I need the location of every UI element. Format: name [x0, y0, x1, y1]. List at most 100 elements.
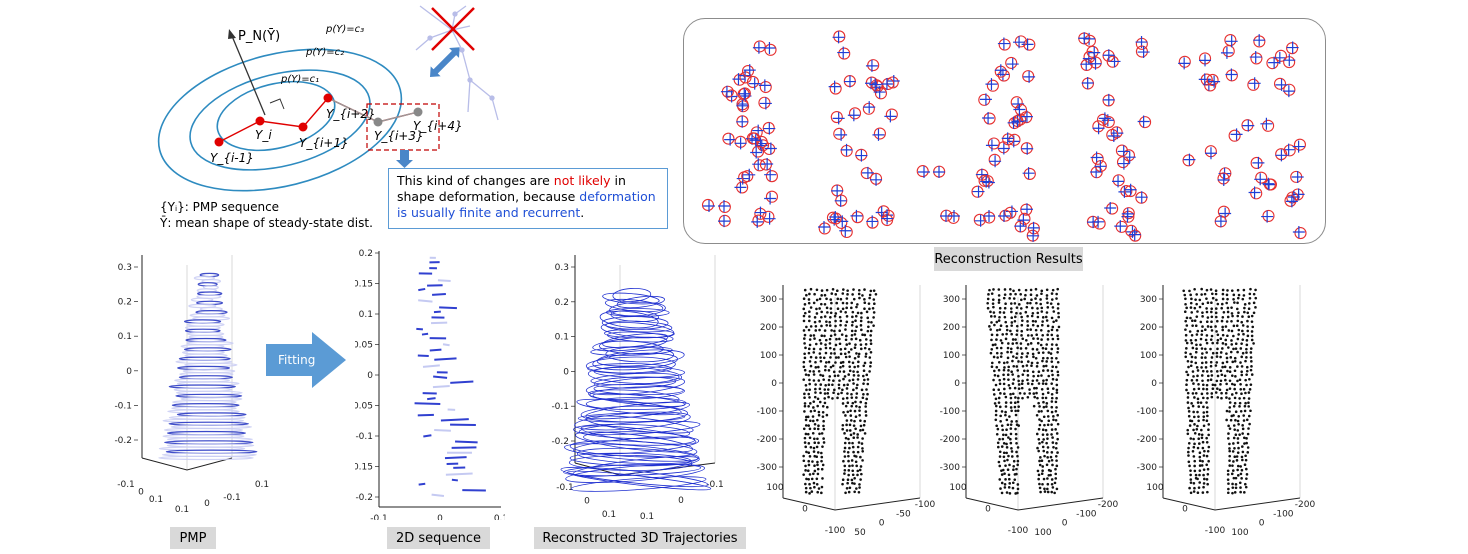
- body-point: [1035, 386, 1038, 390]
- ground-truth-marker: [1017, 214, 1030, 227]
- body-point: [1225, 352, 1228, 355]
- legend-mean-shape: Ȳ: mean shape of steady-state dist.: [160, 216, 373, 230]
- reconstructed-point: [1284, 194, 1297, 207]
- body-point: [841, 397, 845, 400]
- body-point: [1041, 382, 1045, 385]
- body-point: [1043, 423, 1046, 427]
- body-point: [802, 329, 806, 332]
- body-point: [807, 442, 811, 445]
- body-point: [825, 306, 829, 310]
- body-point: [829, 352, 833, 355]
- body-point: [852, 436, 856, 440]
- body-point: [1050, 478, 1054, 481]
- body-point: [807, 424, 810, 427]
- body-point: [815, 288, 819, 292]
- body-point: [1044, 347, 1048, 351]
- ground-truth-marker: [1292, 140, 1305, 153]
- body-point: [1007, 365, 1011, 369]
- body-point: [843, 468, 847, 472]
- ground-truth-marker: [1090, 151, 1103, 164]
- body-point: [813, 464, 816, 468]
- body-point: [1015, 365, 1019, 368]
- body-point: [858, 409, 861, 412]
- ground-truth-marker: [979, 93, 992, 106]
- body-point: [1239, 409, 1243, 413]
- body-point: [1010, 447, 1013, 450]
- body-point: [811, 415, 815, 418]
- body-point: [808, 382, 811, 386]
- body-point: [844, 324, 847, 327]
- body-point: [1057, 325, 1061, 329]
- body-point: [1233, 387, 1236, 391]
- body-point: [859, 343, 863, 346]
- body-point: [1012, 364, 1016, 368]
- tick-label: -200: [1098, 500, 1119, 510]
- body-point: [1011, 486, 1015, 490]
- body-point: [1037, 351, 1041, 355]
- body-point: [1011, 481, 1015, 485]
- body-point: [1051, 365, 1054, 368]
- ground-truth-marker: [1204, 147, 1217, 160]
- body-point: [842, 410, 845, 414]
- body-point: [852, 424, 856, 427]
- body-point: [990, 333, 994, 337]
- body-point: [803, 311, 807, 315]
- body-point: [1236, 365, 1239, 368]
- body-point: [1237, 422, 1240, 426]
- body-point: [1046, 482, 1050, 486]
- body-point: [839, 365, 842, 369]
- body-point: [1056, 437, 1059, 441]
- body-point: [1190, 333, 1194, 337]
- body-point: [1017, 405, 1020, 408]
- body-point: [1047, 459, 1051, 463]
- body-point: [1051, 387, 1055, 390]
- body-point: [1230, 306, 1233, 309]
- body-point: [846, 401, 850, 405]
- body-point: [1041, 316, 1045, 319]
- body-point: [1054, 446, 1058, 450]
- body-point: [804, 346, 807, 350]
- body-point: [1054, 409, 1058, 413]
- ground-truth-marker: [725, 90, 738, 103]
- body-point: [1002, 455, 1006, 459]
- body-point: [1019, 312, 1022, 315]
- body-point: [1225, 360, 1229, 364]
- tick-label: -300: [757, 463, 778, 473]
- body-point: [1194, 324, 1198, 328]
- body-point: [1009, 406, 1013, 409]
- body-point: [1238, 433, 1241, 436]
- body-point: [1213, 383, 1217, 387]
- body-point: [814, 391, 817, 394]
- body-point: [865, 397, 869, 401]
- body-point: [1186, 373, 1190, 377]
- body-point: [1190, 311, 1194, 314]
- body-point: [820, 302, 823, 306]
- body-point: [1042, 438, 1045, 441]
- body-point: [841, 388, 844, 392]
- ground-truth-marker: [861, 166, 874, 179]
- body-point: [1225, 301, 1228, 305]
- body-point: [823, 388, 827, 391]
- ground-truth-marker: [1126, 225, 1139, 238]
- body-point: [996, 441, 1000, 445]
- body-point: [1008, 463, 1011, 467]
- body-point: [1188, 464, 1191, 468]
- body-point: [997, 388, 1001, 392]
- body-point: [1243, 442, 1246, 445]
- body-point: [1210, 320, 1213, 324]
- reconstructed-point: [758, 96, 771, 109]
- body-point: [1201, 379, 1204, 383]
- body-point: [1035, 365, 1039, 368]
- reconstructed-point: [973, 213, 986, 226]
- body-point: [1005, 446, 1009, 449]
- body-point: [995, 365, 999, 369]
- ground-truth-marker: [983, 210, 995, 222]
- body-point: [1012, 464, 1015, 468]
- tick-label: 0.1: [494, 514, 505, 520]
- body-point: [869, 342, 873, 345]
- body-point: [1245, 437, 1248, 440]
- body-point: [802, 319, 806, 323]
- trajectory-loop: [609, 301, 666, 317]
- ground-truth-marker: [997, 37, 1010, 50]
